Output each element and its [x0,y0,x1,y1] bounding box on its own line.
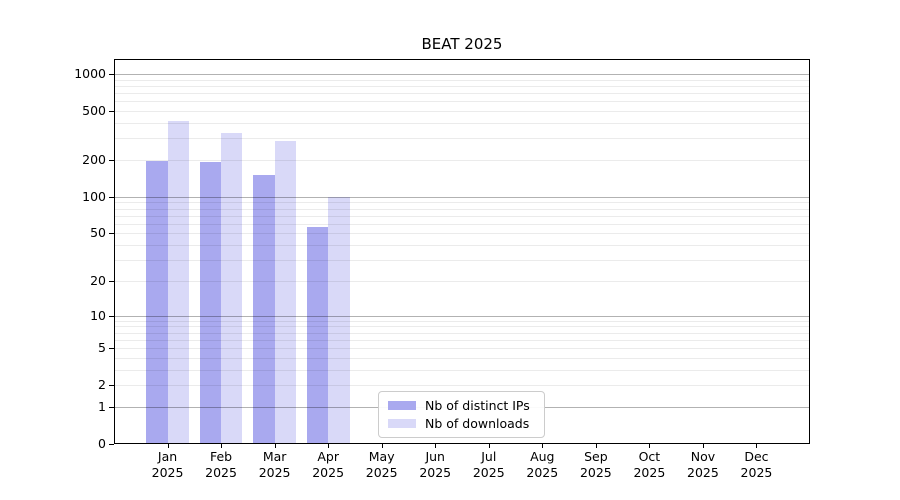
y-tick-mark [109,111,114,113]
y-tick-mark [109,74,114,76]
x-tick-mark [274,444,276,448]
y-tick-label: 2 [98,377,106,393]
legend-label-downloads: Nb of downloads [425,416,530,432]
legend: Nb of distinct IPs Nb of downloads [378,391,545,438]
legend-label-distinct-ips: Nb of distinct IPs [425,397,530,413]
gridline-minor [114,326,810,328]
y-tick-label: 1000 [74,66,106,82]
gridline-minor [114,233,810,235]
gridline-minor [114,260,810,262]
bar-jan-series0 [146,160,168,444]
y-tick-label: 500 [82,103,106,119]
x-tick-mark [595,444,597,448]
legend-item: Nb of downloads [388,416,535,431]
legend-swatch-downloads [388,419,416,429]
gridline-major [114,74,810,76]
x-tick-mark [542,444,544,448]
x-tick-mark [756,444,758,448]
x-tick-mark [221,444,223,448]
gridline-minor [114,348,810,350]
x-tick-label: Aug 2025 [526,449,559,480]
x-tick-mark [167,444,169,448]
gridline-minor [114,223,810,225]
y-tick-label: 1 [98,398,106,414]
gridline-major [114,315,810,317]
y-tick-label: 0 [98,436,106,451]
x-tick-mark [488,444,490,448]
y-tick-label: 50 [90,225,106,241]
gridline-minor [114,79,810,81]
x-tick-label: Oct 2025 [633,449,666,480]
y-tick-mark [109,348,114,350]
bar-apr-series1 [328,196,350,444]
y-tick-mark [109,280,114,282]
y-tick-label: 20 [90,272,106,288]
legend-item: Nb of distinct IPs [388,398,535,413]
bar-mar-series1 [274,140,297,444]
gridline-minor [114,208,810,210]
x-tick-mark [649,444,651,448]
y-tick-mark [109,233,114,235]
x-tick-label: Dec 2025 [740,449,773,480]
plot-area [114,59,810,444]
x-tick-label: Nov 2025 [687,449,719,480]
gridline-minor [114,85,810,87]
x-tick-label: Jan 2025 [151,449,184,480]
y-tick-mark [109,160,114,162]
bar-apr-series0 [306,226,329,444]
gridline-minor [114,385,810,387]
gridline-minor [114,320,810,322]
gridline-minor [114,123,810,125]
y-tick-label: 100 [82,188,106,204]
gridline-minor [114,245,810,247]
y-tick-mark [109,196,114,198]
gridline-major [114,196,810,198]
gridline-minor [114,160,810,162]
bar-jan-series1 [167,120,189,444]
x-tick-label: Sep 2025 [579,449,612,480]
y-tick-label: 5 [98,340,106,356]
legend-swatch-distinct-ips [388,400,416,410]
bar-feb-series0 [199,162,222,444]
gridline-minor [114,357,810,359]
gridline-minor [114,369,810,371]
gridline-minor [114,202,810,204]
gridline-minor [114,332,810,334]
gridline-minor [114,215,810,217]
gridline-minor [114,339,810,341]
gridline-minor [114,101,810,103]
x-tick-mark [435,444,437,448]
x-tick-label: Jun 2025 [419,449,452,480]
gridline-minor [114,138,810,140]
x-tick-label: Feb 2025 [205,449,237,480]
bar-mar-series0 [253,174,275,444]
chart-title: BEAT 2025 [421,35,503,53]
bar-feb-series1 [221,132,243,444]
x-tick-label: May 2025 [365,449,398,480]
y-tick-mark [109,385,114,387]
y-tick-mark [109,315,114,317]
x-tick-label: Apr 2025 [312,449,345,480]
gridline-minor [114,93,810,95]
y-tick-label: 10 [90,307,106,323]
gridline-minor [114,111,810,113]
x-tick-label: Mar 2025 [258,449,291,480]
x-tick-mark [328,444,330,448]
x-tick-mark [702,444,704,448]
y-tick-label: 200 [82,152,106,168]
x-tick-mark [381,444,383,448]
y-tick-mark [109,406,114,408]
gridline-minor [114,280,810,282]
y-tick-mark [109,444,114,445]
x-tick-label: Jul 2025 [472,449,505,480]
